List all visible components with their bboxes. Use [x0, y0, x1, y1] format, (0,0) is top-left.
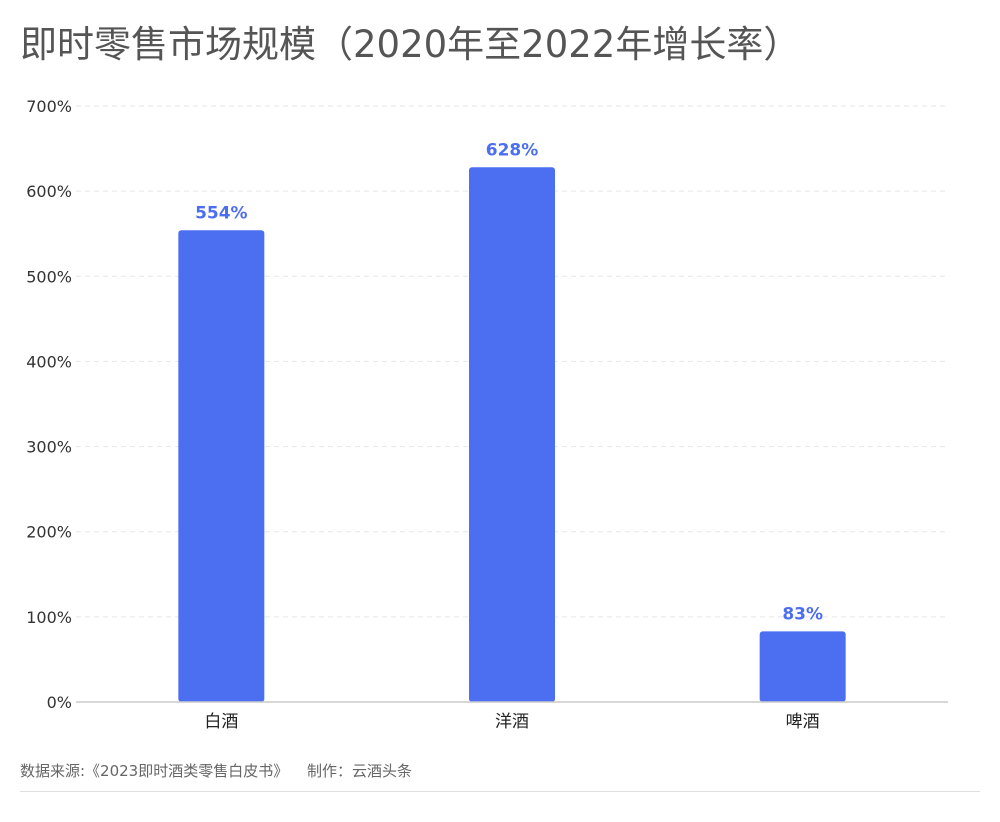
- y-tick-label: 0%: [47, 693, 72, 712]
- x-category-label: 洋酒: [495, 712, 529, 732]
- source-note: 数据来源:《2023即时酒类零售白皮书》: [20, 762, 289, 780]
- x-axis-categories: 白酒 洋酒 啤酒: [204, 712, 819, 732]
- y-tick-label: 200%: [26, 523, 72, 542]
- bar: [759, 631, 846, 702]
- bar: [469, 167, 555, 702]
- chart-footer: 数据来源:《2023即时酒类零售白皮书》 制作：云酒头条: [20, 760, 980, 792]
- x-category-label: 白酒: [204, 712, 238, 732]
- y-tick-label: 600%: [26, 182, 72, 201]
- x-category-label: 啤酒: [786, 712, 820, 732]
- data-label: 554%: [195, 203, 248, 223]
- bar-chart: 0% 100% 200% 300% 400% 500% 600% 700% 554% 628% 8…: [26, 97, 948, 732]
- y-tick-label: 500%: [26, 267, 72, 286]
- bars: [178, 167, 846, 702]
- data-label: 83%: [782, 604, 823, 624]
- y-tick-label: 400%: [26, 352, 72, 371]
- y-axis-ticks: 0% 100% 200% 300% 400% 500% 600% 700%: [26, 97, 72, 712]
- y-tick-label: 100%: [26, 608, 72, 627]
- bar: [178, 230, 265, 702]
- data-label: 628%: [486, 140, 539, 160]
- credit-note: 制作：云酒头条: [307, 762, 413, 780]
- data-labels: 554% 628% 83%: [195, 140, 823, 624]
- y-tick-label: 300%: [26, 438, 72, 457]
- chart-title: 即时零售市场规模（2020年至2022年增长率）: [20, 23, 801, 66]
- y-tick-label: 700%: [26, 97, 72, 116]
